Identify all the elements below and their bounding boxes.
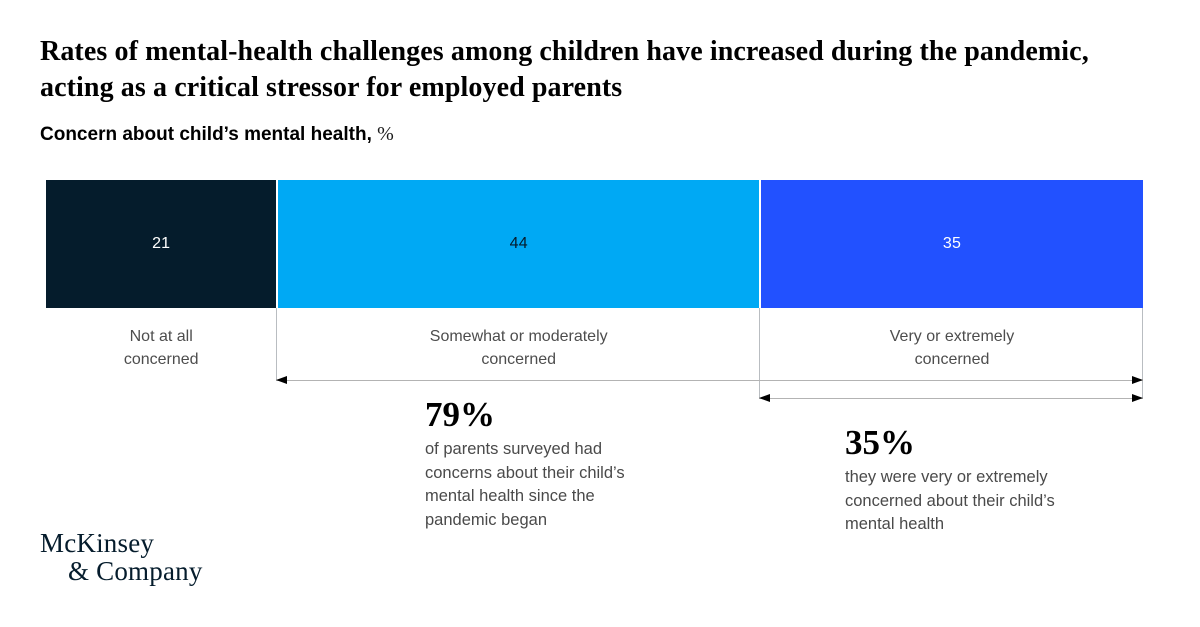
- logo-line-2: & Company: [68, 556, 203, 586]
- label-line: Very or extremely: [889, 328, 1015, 345]
- segment-value: 21: [152, 235, 171, 252]
- mckinsey-logo: McKinsey & Company: [40, 529, 203, 585]
- segment-value: 44: [509, 235, 528, 252]
- bar-segment-not-at-all: 21: [46, 180, 277, 308]
- bar-segment-very-extremely: 35: [759, 180, 1143, 308]
- category-label-very-extremely: Very or extremely concerned: [759, 308, 1143, 371]
- label-line: concerned: [123, 351, 199, 368]
- chart-subtitle: Concern about child’s mental health, %: [40, 122, 394, 147]
- dimension-arrow-79: [276, 376, 1143, 384]
- arrow-left-icon: [759, 394, 771, 402]
- dimension-arrow-35: [759, 394, 1143, 402]
- label-line: concerned: [914, 351, 990, 368]
- dimension-line: [1142, 308, 1143, 398]
- chart-title: Rates of mental-health challenges among …: [40, 36, 1089, 103]
- stacked-bar-chart: 21 44 35 Not at all concerned Somewhat o…: [46, 180, 1143, 420]
- dimension-line: [759, 308, 761, 398]
- arrow-right-icon: [1132, 394, 1143, 402]
- label-line: concerned: [481, 351, 557, 368]
- callout-79: 79% of parents surveyed had concerns abo…: [425, 396, 653, 532]
- label-line: Somewhat or moderately: [429, 328, 608, 345]
- arrow-right-icon: [1132, 376, 1143, 384]
- label-line: Not at all: [129, 328, 193, 345]
- category-label-somewhat-moderately: Somewhat or moderately concerned: [276, 308, 759, 371]
- segment-value: 35: [942, 235, 962, 252]
- subtitle-unit: %: [377, 123, 394, 145]
- subtitle-text: Concern about child’s mental health,: [40, 124, 372, 145]
- callout-79-text: of parents surveyed had concerns about t…: [425, 440, 625, 529]
- arrow-left-icon: [276, 376, 288, 384]
- callout-35: 35% they were very or extremely concerne…: [845, 424, 1083, 537]
- category-labels: Not at all concerned Somewhat or moderat…: [46, 308, 1143, 371]
- callout-35-text: they were very or extremely concerned ab…: [845, 468, 1055, 533]
- dimension-line: [276, 308, 278, 380]
- callout-79-value: 79%: [425, 395, 495, 434]
- bar-segment-somewhat-moderately: 44: [276, 180, 760, 308]
- callout-35-value: 35%: [845, 423, 915, 462]
- stacked-bar: 21 44 35: [46, 180, 1143, 308]
- logo-line-1: McKinsey: [40, 528, 155, 558]
- category-label-not-at-all: Not at all concerned: [46, 308, 276, 371]
